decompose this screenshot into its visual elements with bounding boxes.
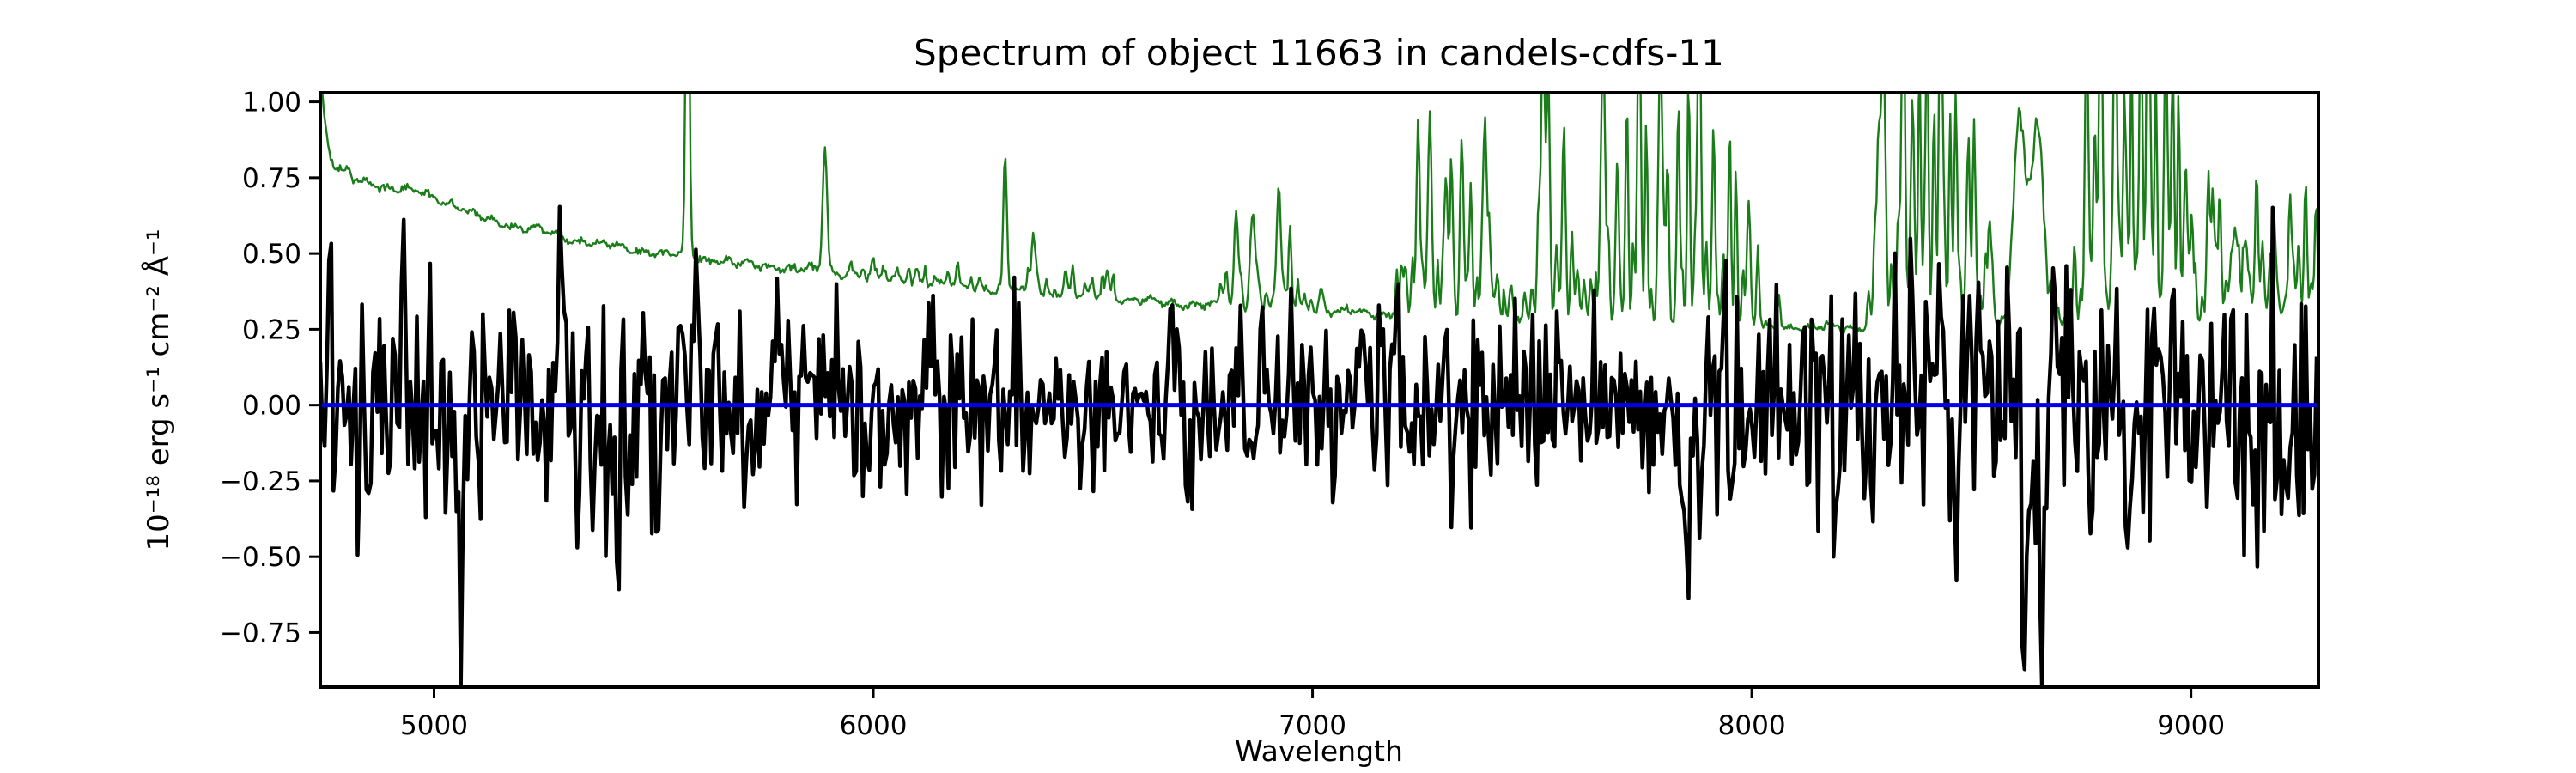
sky-spectrum-line — [321, 93, 2318, 335]
y-tick-label: 0.50 — [242, 239, 301, 270]
y-tick-label: 1.00 — [242, 88, 301, 119]
x-tick-label: 5000 — [400, 710, 468, 741]
y-tick-label: −0.75 — [220, 618, 301, 648]
x-tick-label: 9000 — [2157, 710, 2225, 741]
axes-frame — [319, 91, 2320, 689]
y-tick-label: 0.00 — [242, 391, 301, 422]
y-tick-label: −0.50 — [220, 542, 301, 573]
x-tick-label: 8000 — [1718, 710, 1786, 741]
x-tick-label: 6000 — [840, 710, 908, 741]
y-tick-label: −0.25 — [220, 466, 301, 497]
x-tick-label: 7000 — [1279, 710, 1346, 741]
tick-layer: 5000 6000 7000 8000 9000 1.00 0.75 0.50 0.25 0.00… — [220, 88, 2225, 741]
object-spectrum-line — [320, 204, 2318, 687]
y-tick-label: 0.25 — [242, 314, 301, 345]
y-tick-label: 0.75 — [242, 163, 301, 194]
series-layer — [320, 93, 2318, 687]
chart-title: Spectrum of object 11663 in candels-cdfs… — [914, 32, 1724, 74]
x-axis-label: Wavelength — [1235, 734, 1403, 768]
y-axis-label: 10⁻¹⁸ erg s⁻¹ cm⁻² Å⁻¹ — [141, 228, 176, 551]
